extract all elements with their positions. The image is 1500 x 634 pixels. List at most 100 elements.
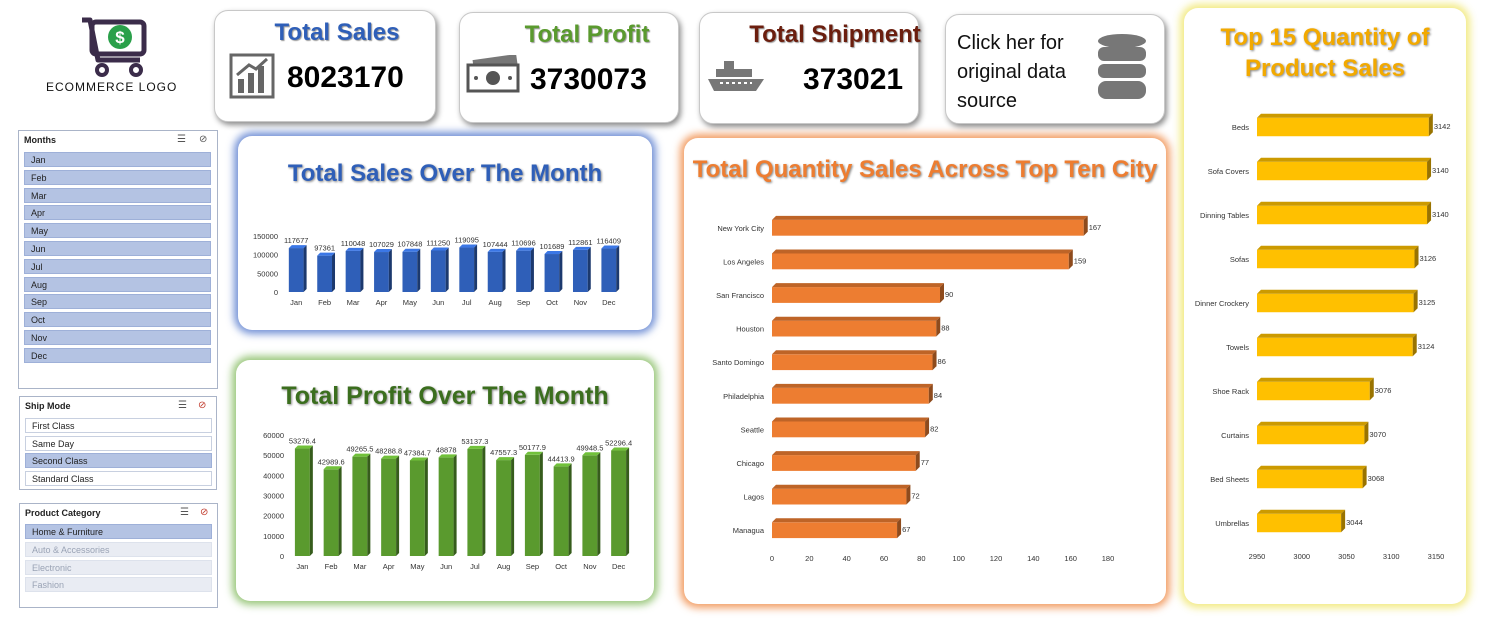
bar [524, 454, 540, 556]
bar-side [474, 244, 478, 292]
slicer-item[interactable]: Jun [24, 241, 211, 256]
total-shipment-card: Total Shipment 373021 [699, 12, 921, 124]
bar-top [1257, 113, 1433, 118]
slicer-item[interactable]: Sep [24, 294, 211, 310]
slicer-item[interactable]: Apr [24, 205, 211, 221]
y-tick-label: New York City [717, 224, 764, 233]
x-tick-label: 40 [842, 554, 850, 563]
bar [1257, 205, 1428, 225]
multi-select-icon[interactable]: ☰ [177, 134, 186, 145]
slicer-item[interactable]: Same Day [25, 435, 212, 451]
bar-side [1414, 245, 1419, 269]
slicer-item[interactable]: Electronic [25, 559, 212, 575]
data-label: 50177.9 [519, 443, 546, 452]
bar-top [288, 245, 307, 249]
data-label: 119095 [454, 236, 478, 245]
bar-top [772, 316, 941, 321]
data-label: 90 [945, 290, 953, 299]
bar-top [1257, 421, 1369, 426]
bar-side [925, 417, 930, 438]
x-tick-label: 0 [770, 554, 774, 563]
data-source-link[interactable]: Click her for original data source [945, 14, 1165, 124]
slicer-item[interactable]: Oct [24, 312, 211, 328]
y-tick-label: Dinner Crockery [1195, 299, 1249, 308]
x-tick-label: 3150 [1428, 552, 1445, 561]
slicer-item[interactable]: Feb [24, 169, 211, 185]
bar-top [467, 445, 486, 449]
bar-side [1362, 465, 1367, 489]
bar-side [1428, 113, 1433, 137]
bar [438, 457, 454, 556]
data-label: 77 [921, 458, 929, 467]
slicer-item[interactable]: Standard Class [25, 471, 212, 487]
months-slicer: Months ☰ ⊘ Jan Feb Mar Apr May Jun Jul Aug Sep Oc… [18, 130, 218, 389]
multi-select-icon[interactable]: ☰ [180, 507, 189, 518]
x-tick-label: 2950 [1249, 552, 1266, 561]
bar-side [445, 247, 449, 292]
bar [1257, 161, 1428, 181]
y-tick-label: Houston [736, 325, 764, 334]
clear-filter-icon[interactable]: ⊘ [199, 134, 208, 145]
slicer-item[interactable]: Jan [24, 152, 211, 167]
slicer-item[interactable]: Fashion [25, 577, 212, 593]
growth-chart-icon [229, 53, 275, 99]
clear-filter-icon[interactable]: ⊘ [198, 400, 207, 411]
sales-chart-title: Total Sales Over The Month [287, 160, 603, 187]
slicer-item[interactable]: Jul [24, 258, 211, 274]
y-tick-label: Los Angeles [723, 257, 764, 266]
bar-side [1341, 509, 1346, 533]
bar [1257, 293, 1414, 313]
bar [381, 458, 397, 556]
bar [1257, 469, 1363, 489]
clear-filter-icon[interactable]: ⊘ [200, 507, 209, 518]
city-chart-title: Total Quantity Sales Across Top Ten City [692, 156, 1158, 183]
data-label: 48288.8 [375, 447, 402, 456]
bar-top [1257, 465, 1367, 470]
data-label: 110048 [341, 239, 365, 248]
bar-side [539, 451, 543, 556]
data-label: 48878 [436, 445, 457, 454]
bar [544, 254, 560, 292]
y-tick-label: Philadelphia [723, 392, 765, 401]
bar-side [568, 463, 572, 556]
slicer-item[interactable]: Nov [24, 330, 211, 345]
x-tick-label: Mar [353, 562, 366, 571]
slicer-item[interactable]: Mar [24, 187, 211, 203]
slicer-item[interactable]: Aug [24, 276, 211, 292]
x-tick-label: Dec [612, 562, 626, 571]
product-category-slicer-title: Product Category [25, 508, 101, 518]
x-tick-label: 160 [1064, 554, 1077, 563]
slicer-item[interactable]: First Class [25, 418, 212, 433]
slicer-item[interactable]: Second Class [25, 453, 212, 469]
total-profit-card: Total Profit 3730073 [459, 12, 679, 123]
bar [402, 251, 418, 292]
bar-side [1083, 215, 1088, 236]
multi-select-icon[interactable]: ☰ [178, 400, 187, 411]
x-tick-label: 3000 [1293, 552, 1310, 561]
data-label: 3140 [1432, 166, 1449, 175]
slicer-item[interactable]: May [24, 223, 211, 239]
x-tick-label: 80 [917, 554, 925, 563]
bar-side [1412, 333, 1417, 357]
bar [294, 448, 310, 556]
data-label: 52296.4 [605, 439, 632, 448]
bar-top [601, 245, 620, 249]
bar-side [338, 466, 342, 556]
slicer-item[interactable]: Auto & Accessories [25, 541, 212, 557]
bar-side [928, 383, 933, 404]
bar-side [1427, 201, 1432, 225]
slicer-item[interactable]: Home & Furniture [25, 524, 212, 539]
y-tick-label: Shoe Rack [1212, 387, 1249, 396]
total-profit-title: Total Profit [524, 21, 650, 48]
y-tick-label: Chicago [736, 459, 764, 468]
bar [582, 455, 598, 556]
bar-top [496, 457, 515, 461]
sales-chart-panel: Total Sales Over The Month 0 50000 100000 1… [238, 136, 652, 330]
ship-icon [708, 61, 764, 91]
data-label: 101689 [539, 242, 564, 251]
bar-top [544, 251, 563, 255]
bar [317, 255, 333, 292]
slicer-item[interactable]: Dec [24, 347, 211, 363]
bar [374, 252, 389, 292]
ship-mode-slicer: Ship Mode ☰ ⊘ First Class Same Day Second … [19, 396, 217, 490]
